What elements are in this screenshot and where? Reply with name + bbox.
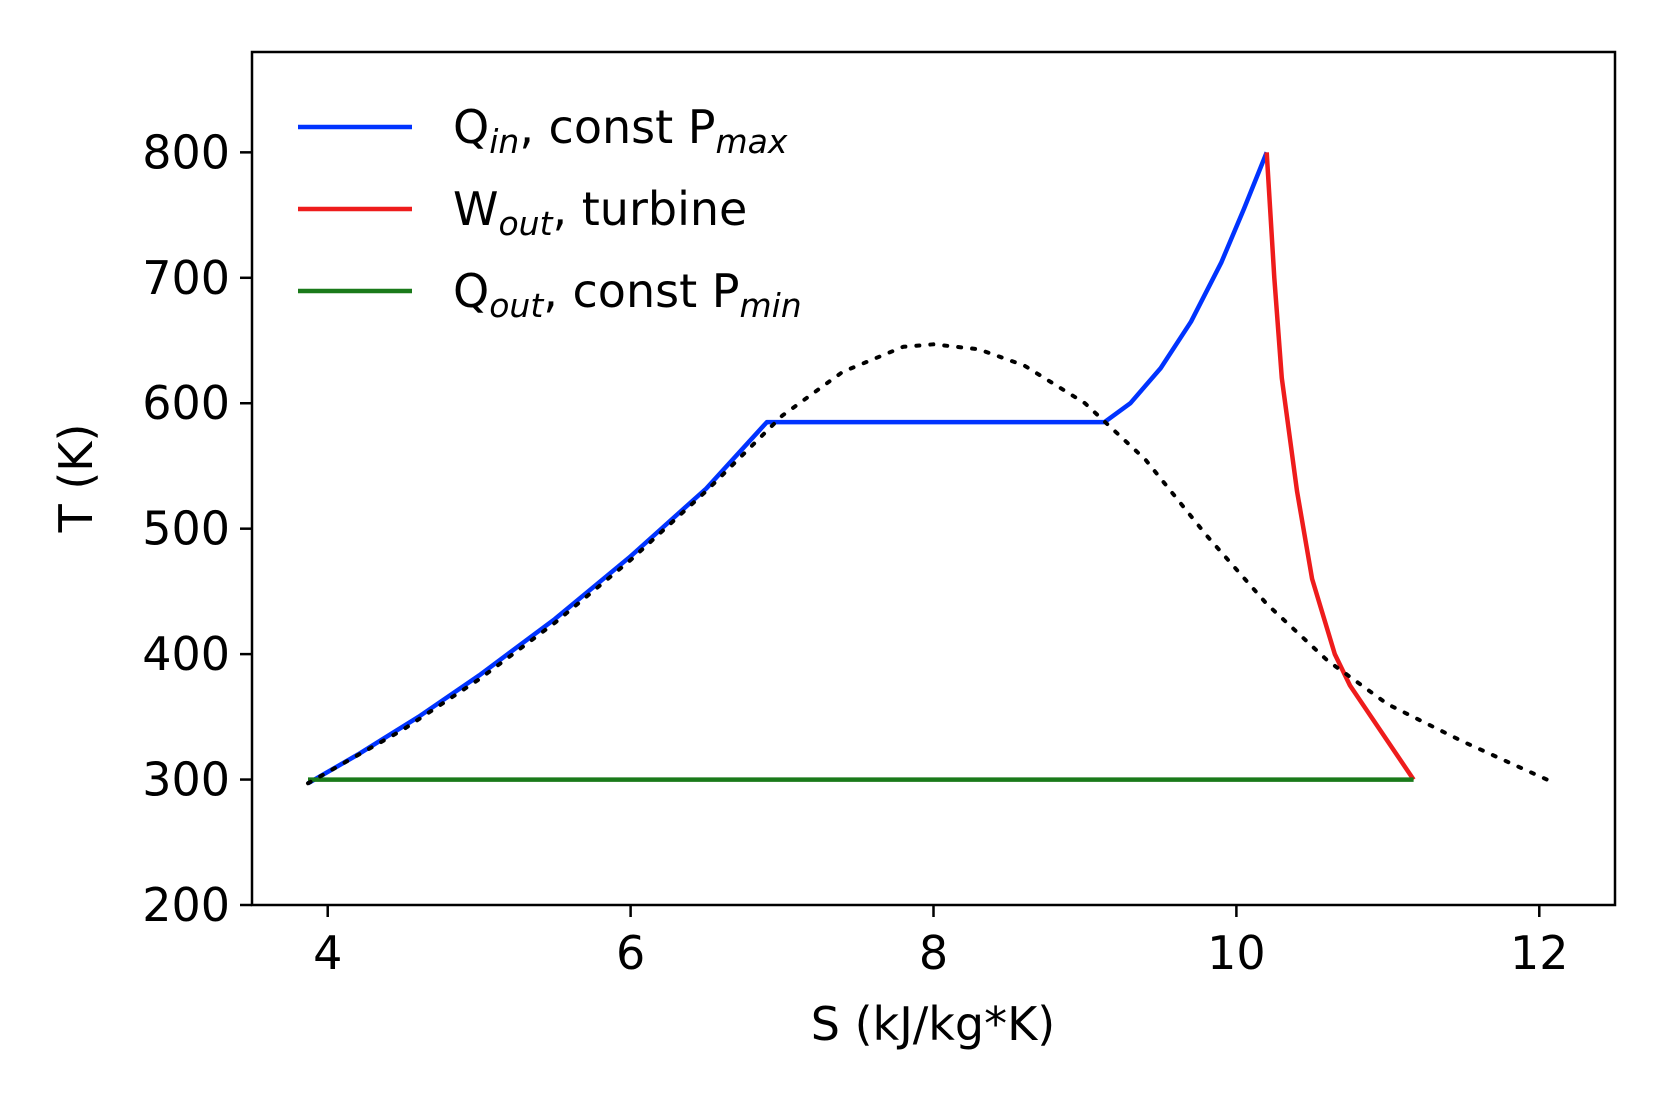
series-layer [306, 151, 1549, 786]
y-tick-label-4: 600 [142, 376, 230, 430]
y-tick-label-6: 800 [142, 125, 230, 179]
ticks-layer: 4 6 8 10 12 200 300 400 500 600 700 800 [142, 125, 1568, 980]
legend-entry-1: Wout, turbine [453, 182, 747, 243]
x-tick-label-0: 4 [313, 926, 342, 980]
x-tick-label-1: 6 [616, 926, 645, 980]
legend-entry-0: Qin, const Pmax [453, 100, 788, 161]
y-tick-label-5: 700 [142, 251, 230, 305]
legend-entry-2: Qout, const Pmin [453, 264, 802, 325]
y-tick-label-1: 300 [142, 753, 230, 807]
series-line-3 [306, 342, 1549, 786]
y-axis-label: T (K) [49, 424, 103, 534]
y-tick-label-2: 400 [142, 627, 230, 681]
y-tick-label-3: 500 [142, 502, 230, 556]
series-line-0 [306, 151, 1269, 786]
x-tick-label-4: 12 [1510, 926, 1569, 980]
legend: Qin, const Pmax Wout, turbine Qout, const … [298, 100, 802, 325]
x-tick-label-3: 10 [1207, 926, 1266, 980]
series-line-1 [1264, 152, 1416, 781]
x-tick-label-2: 8 [919, 926, 948, 980]
x-axis-label: S (kJ/kg*K) [811, 997, 1055, 1051]
y-tick-label-0: 200 [142, 878, 230, 932]
